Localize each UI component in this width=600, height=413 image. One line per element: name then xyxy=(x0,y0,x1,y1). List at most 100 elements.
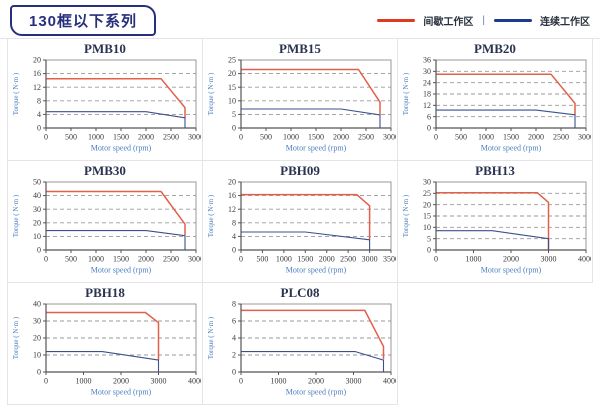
svg-text:1000: 1000 xyxy=(75,377,91,386)
chart-title: PBH18 xyxy=(85,285,125,300)
svg-text:3000: 3000 xyxy=(345,377,361,386)
chart-cell-pmb30: PMB3001020304050050010001500200025003000… xyxy=(8,161,203,283)
svg-text:25: 25 xyxy=(228,56,236,65)
svg-text:500: 500 xyxy=(65,255,77,264)
chart-cell-pbh13: PBH13 0 5 10 15 20 25 30 0 1000 2000 3000 4000 Motor … xyxy=(398,161,593,283)
empty-cell xyxy=(398,283,593,405)
x-axis-label: Motor speed (rpm) xyxy=(480,144,541,153)
chart-plot-plc08: 0 2 4 6 8 0 1000 2000 3000 4000 Motor speed (rpm) T… xyxy=(207,300,396,397)
svg-text:30: 30 xyxy=(33,205,41,214)
svg-text:12: 12 xyxy=(228,205,236,214)
svg-text:6: 6 xyxy=(232,317,236,326)
svg-text:2: 2 xyxy=(232,351,236,360)
y-axis-label: Torque ( N·m ) xyxy=(12,194,20,237)
legend-separator: | xyxy=(482,15,485,26)
svg-text:0: 0 xyxy=(434,133,438,142)
svg-text:40: 40 xyxy=(33,191,41,200)
chart-title: PMB10 xyxy=(84,41,126,56)
svg-text:2500: 2500 xyxy=(163,255,179,264)
svg-text:500: 500 xyxy=(256,255,268,264)
chart-grid: PMB10048121620050010001500200025003000Mo… xyxy=(7,39,593,405)
continuous-line-swatch xyxy=(494,19,532,22)
svg-text:2500: 2500 xyxy=(553,133,569,142)
svg-text:20: 20 xyxy=(33,56,41,65)
svg-text:0: 0 xyxy=(239,377,243,386)
svg-text:0: 0 xyxy=(44,255,48,264)
svg-text:1000: 1000 xyxy=(88,133,104,142)
svg-text:2000: 2000 xyxy=(528,133,544,142)
chart-plot-pbh13: 0 5 10 15 20 25 30 0 1000 2000 3000 4000 Motor speed… xyxy=(402,178,591,275)
chart-cell-pmb20: PMB20 0 6 12 18 24 30 36 0 500 1000 1500 2000 2500 300… xyxy=(398,39,593,161)
svg-text:15: 15 xyxy=(423,212,431,221)
svg-text:16: 16 xyxy=(228,191,236,200)
svg-text:10: 10 xyxy=(33,351,41,360)
x-axis-label: Motor speed (rpm) xyxy=(285,266,346,275)
svg-text:8: 8 xyxy=(232,218,236,227)
svg-text:30: 30 xyxy=(423,67,431,76)
svg-text:4000: 4000 xyxy=(383,377,396,386)
svg-text:50: 50 xyxy=(33,178,41,187)
svg-text:0: 0 xyxy=(427,246,431,255)
svg-text:500: 500 xyxy=(260,133,272,142)
chart-title: PBH13 xyxy=(475,163,515,178)
y-axis-label: Torque ( N·m ) xyxy=(402,72,410,115)
chart-title: PLC08 xyxy=(280,285,320,300)
svg-text:2000: 2000 xyxy=(503,255,519,264)
svg-text:0: 0 xyxy=(37,124,41,133)
chart-plot-pmb20: 0 6 12 18 24 30 36 0 500 1000 1500 2000 2500 3000 Moto… xyxy=(402,56,591,153)
svg-text:30: 30 xyxy=(33,317,41,326)
svg-text:12: 12 xyxy=(33,83,41,92)
legend-label-continuous: 连续工作区 xyxy=(540,17,590,28)
svg-text:3000: 3000 xyxy=(540,255,556,264)
svg-text:2000: 2000 xyxy=(138,255,154,264)
chart-title: PMB15 xyxy=(279,41,321,56)
x-axis-label: Motor speed (rpm) xyxy=(90,388,151,397)
series-title-box: 130框以下系列 xyxy=(10,5,157,36)
x-axis-label: Motor speed (rpm) xyxy=(480,266,541,275)
svg-text:0: 0 xyxy=(37,246,41,255)
svg-text:16: 16 xyxy=(33,69,41,78)
svg-text:2500: 2500 xyxy=(163,133,179,142)
svg-text:1500: 1500 xyxy=(113,133,129,142)
svg-text:0: 0 xyxy=(239,255,243,264)
x-axis-label: Motor speed (rpm) xyxy=(285,388,346,397)
svg-text:1000: 1000 xyxy=(465,255,481,264)
svg-text:2000: 2000 xyxy=(308,377,324,386)
y-axis-label: Torque ( N·m ) xyxy=(207,194,215,237)
svg-text:0: 0 xyxy=(427,124,431,133)
page-title: 130框以下系列 xyxy=(29,13,138,30)
svg-text:18: 18 xyxy=(423,90,431,99)
svg-text:12: 12 xyxy=(423,101,431,110)
svg-text:2000: 2000 xyxy=(333,133,349,142)
chart-cell-pmb15: PMB15 0 5 10 15 20 25 0 500 1000 1500 2000 2500 3000 M… xyxy=(203,39,398,161)
svg-text:3500: 3500 xyxy=(383,255,396,264)
chart-plot-pmb15: 0 5 10 15 20 25 0 500 1000 1500 2000 2500 3000 Motor … xyxy=(207,56,396,153)
svg-text:4: 4 xyxy=(232,232,236,241)
svg-text:36: 36 xyxy=(423,56,431,65)
svg-text:1000: 1000 xyxy=(478,133,494,142)
svg-text:25: 25 xyxy=(423,189,431,198)
svg-text:20: 20 xyxy=(423,200,431,209)
chart-plot-pmb10: 0 4 8 12 16 20 0 500 1000 1500 2000 2500 3000 Motor s… xyxy=(12,56,201,153)
svg-text:2500: 2500 xyxy=(358,133,374,142)
svg-text:1500: 1500 xyxy=(113,255,129,264)
chart-cell-pmb10: PMB10 0 4 8 12 16 20 0 500 1000 1500 2000 2500 3000 Mo… xyxy=(8,39,203,161)
svg-text:0: 0 xyxy=(232,246,236,255)
y-axis-label: Torque ( N·m ) xyxy=(12,72,20,115)
svg-text:10: 10 xyxy=(423,223,431,232)
y-axis-label: Torque ( N·m ) xyxy=(402,194,410,237)
svg-text:2000: 2000 xyxy=(138,133,154,142)
svg-text:1000: 1000 xyxy=(270,377,286,386)
svg-text:4: 4 xyxy=(232,334,236,343)
svg-text:0: 0 xyxy=(434,255,438,264)
svg-text:0: 0 xyxy=(232,124,236,133)
legend-label-intermittent: 间歇工作区 xyxy=(423,17,474,28)
svg-text:0: 0 xyxy=(44,377,48,386)
svg-text:1500: 1500 xyxy=(503,133,519,142)
y-axis-label: Torque ( N·m ) xyxy=(12,316,20,359)
svg-text:6: 6 xyxy=(427,112,431,121)
chart-cell-plc08: PLC08 0 2 4 6 8 0 1000 2000 3000 4000 Motor speed (… xyxy=(203,283,398,405)
svg-text:3000: 3000 xyxy=(361,255,377,264)
svg-text:24: 24 xyxy=(423,78,431,87)
svg-text:5: 5 xyxy=(232,110,236,119)
